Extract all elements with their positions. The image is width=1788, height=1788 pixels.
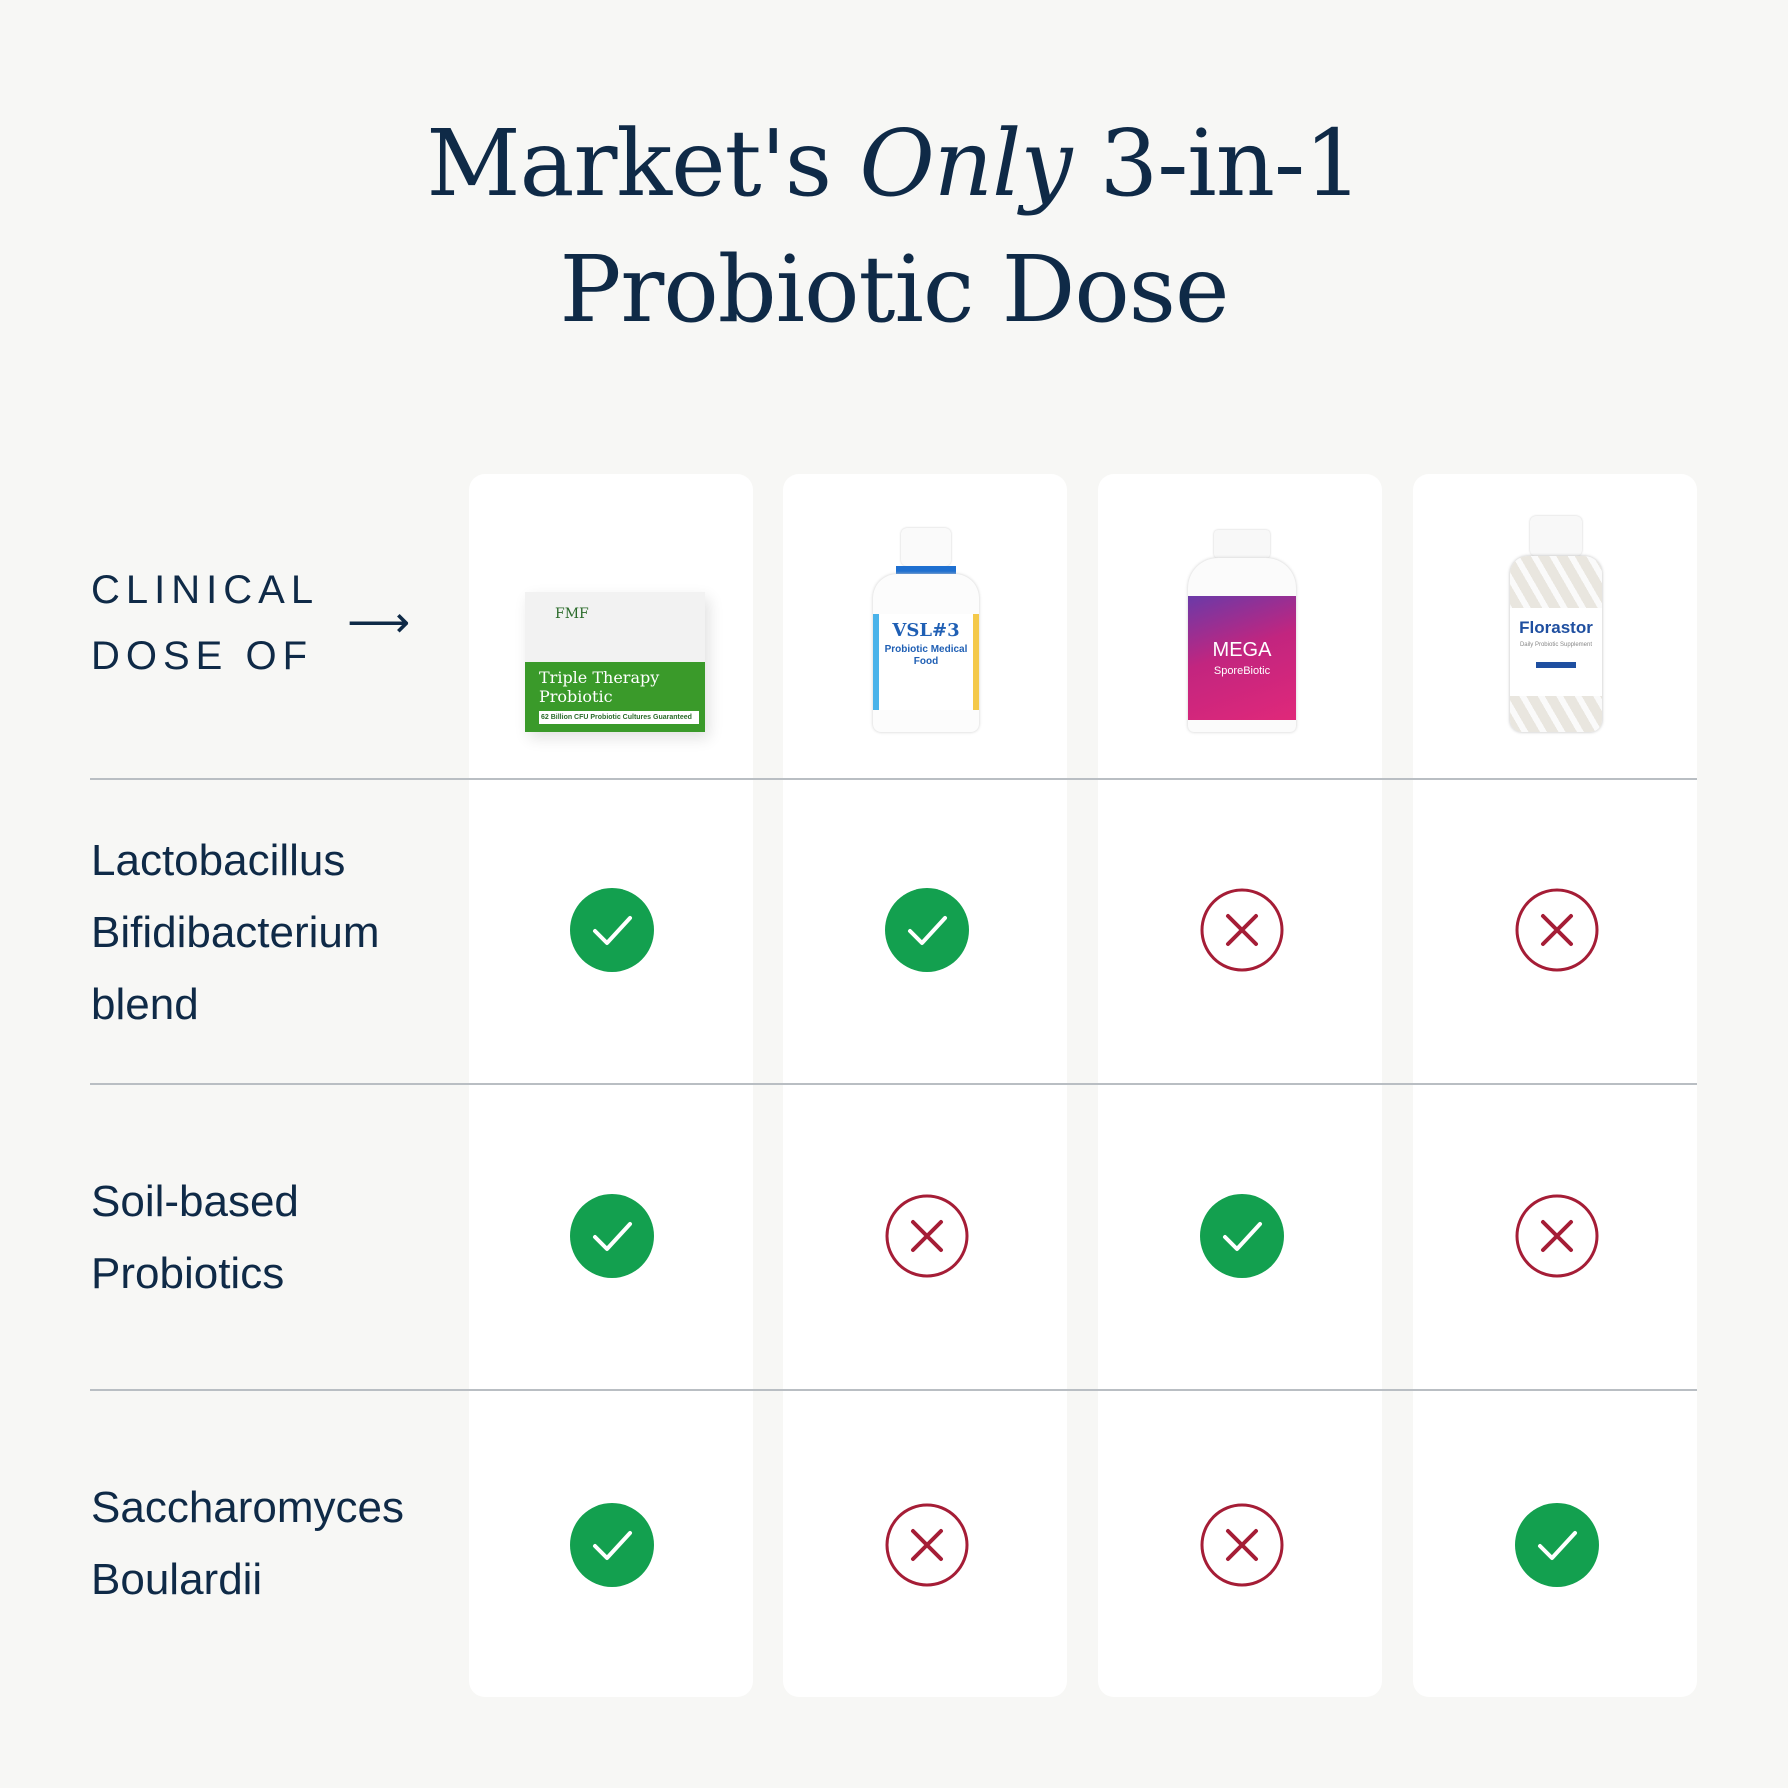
- header-label-dose-of: DOSE OF: [91, 634, 314, 678]
- product-image-fmf: FMF Triple Therapy Probiotic 62 Billion …: [520, 520, 710, 732]
- check-icon: [570, 1503, 654, 1587]
- vsl3-brand: VSL#3: [892, 620, 960, 641]
- cross-icon: [885, 1503, 969, 1587]
- check-icon: [1515, 1503, 1599, 1587]
- product-image-florastor: Florastor Daily Probiotic Supplement: [1506, 516, 1606, 732]
- divider: [90, 778, 1697, 780]
- check-icon: [1200, 1194, 1284, 1278]
- divider: [90, 1389, 1697, 1391]
- cross-icon: [885, 1194, 969, 1278]
- row-label-soil-based: Soil-based Probiotics: [91, 1166, 299, 1310]
- row-label-line: Probiotics: [91, 1249, 285, 1298]
- row-label-line: Bifidibacterium: [91, 908, 380, 957]
- page-title-line1: Market's Only 3-in-1: [426, 110, 1362, 217]
- header-block: CLINICAL DOSE OF ⟶: [91, 566, 410, 680]
- row-label-line: Lactobacillus: [91, 836, 346, 885]
- row-label-saccharomyces: Saccharomyces Boulardii: [91, 1472, 404, 1616]
- fmf-product-name: Triple Therapy Probiotic: [539, 668, 660, 706]
- cross-icon: [1200, 888, 1284, 972]
- row-label-lacto-bifido: Lactobacillus Bifidibacterium blend: [91, 825, 380, 1041]
- mega-product-name: SporeBiotic: [1213, 664, 1271, 677]
- row-label-line: Boulardii: [91, 1555, 263, 1604]
- check-icon: [570, 888, 654, 972]
- cross-icon: [1515, 888, 1599, 972]
- row-label-line: Saccharomyces: [91, 1483, 405, 1532]
- florastor-brand: Florastor: [1519, 618, 1593, 637]
- fmf-brand: FMF: [555, 606, 589, 622]
- check-icon: [570, 1194, 654, 1278]
- mega-brand: MEGA: [1212, 638, 1272, 661]
- header-label-clinical: CLINICAL: [91, 568, 320, 612]
- florastor-product-name: Daily Probiotic Supplement: [1519, 642, 1593, 648]
- check-icon: [885, 888, 969, 972]
- fmf-cfu-label: 62 Billion CFU Probiotic Cultures Guaran…: [539, 711, 699, 724]
- vsl3-product-name: Probiotic Medical Food: [884, 644, 968, 667]
- product-image-mega-sporebiotic: MEGA SporeBiotic: [1186, 530, 1298, 732]
- cross-icon: [1200, 1503, 1284, 1587]
- page-title-line2: Probiotic Dose: [559, 236, 1230, 343]
- arrow-right-icon: ⟶: [347, 598, 411, 647]
- cross-icon: [1515, 1194, 1599, 1278]
- row-label-line: Soil-based: [91, 1177, 299, 1226]
- product-image-vsl3: VSL#3 Probiotic Medical Food: [866, 528, 986, 732]
- row-label-line: blend: [91, 980, 199, 1029]
- divider: [90, 1083, 1697, 1085]
